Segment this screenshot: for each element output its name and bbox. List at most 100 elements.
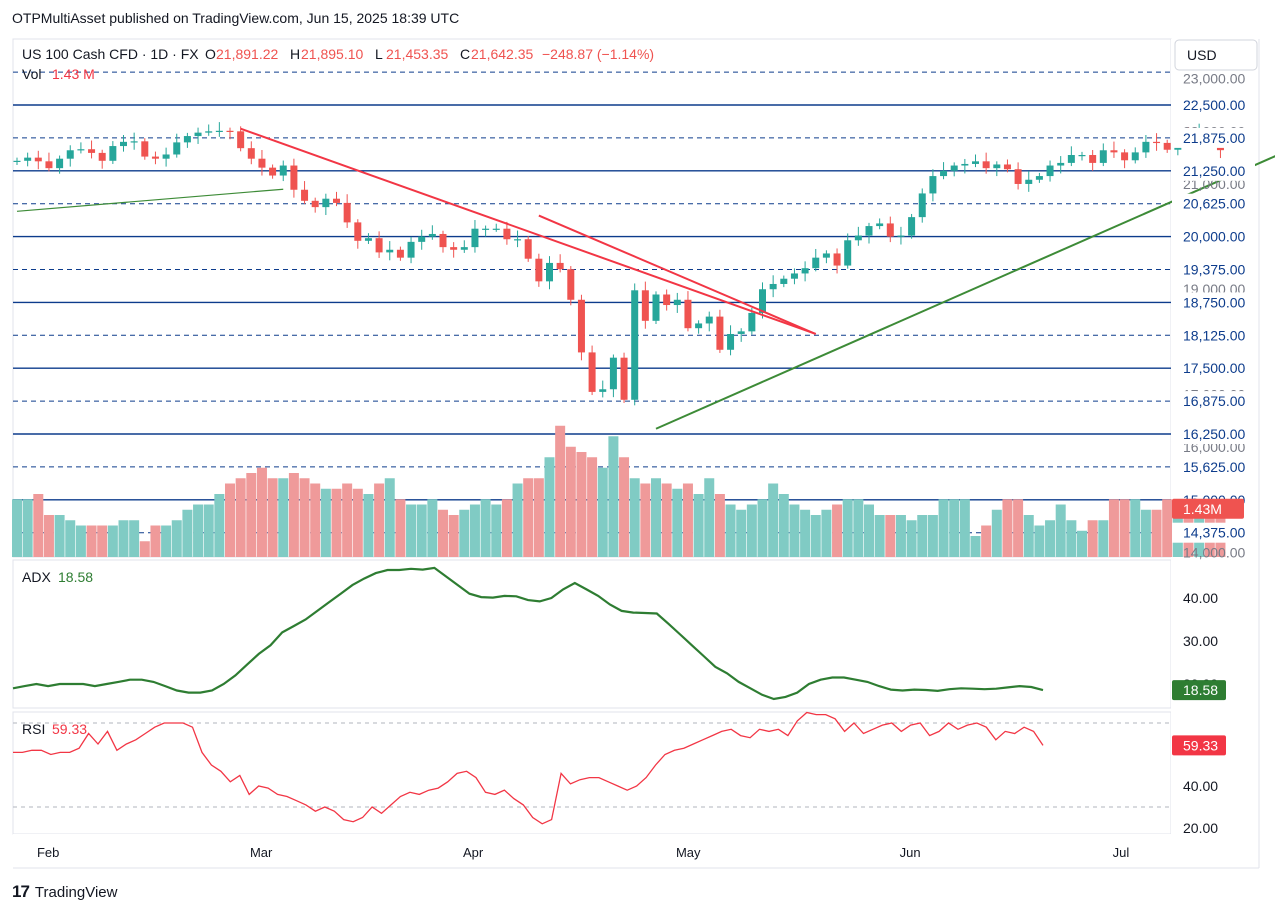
candle-body[interactable] bbox=[45, 161, 53, 169]
candle-body[interactable] bbox=[375, 238, 383, 253]
volume-bar[interactable] bbox=[278, 478, 289, 557]
candle-body[interactable] bbox=[673, 299, 681, 306]
candle-body[interactable] bbox=[194, 132, 202, 137]
volume-bar[interactable] bbox=[182, 509, 193, 557]
candle-body[interactable] bbox=[311, 200, 319, 208]
candle-body[interactable] bbox=[258, 158, 266, 168]
candle-body[interactable] bbox=[1046, 165, 1054, 177]
candle-body[interactable] bbox=[322, 198, 330, 208]
candle-body[interactable] bbox=[364, 238, 372, 241]
volume-bar[interactable] bbox=[1034, 525, 1045, 558]
candle-body[interactable] bbox=[98, 152, 106, 161]
candle-body[interactable] bbox=[226, 130, 234, 132]
candle-body[interactable] bbox=[609, 357, 617, 390]
volume-bar[interactable] bbox=[12, 499, 22, 557]
candle-body[interactable] bbox=[1131, 152, 1139, 161]
candle-body[interactable] bbox=[471, 228, 479, 248]
candle-body[interactable] bbox=[535, 258, 543, 282]
volume-bar[interactable] bbox=[43, 515, 54, 557]
volume-bar[interactable] bbox=[1055, 504, 1066, 558]
volume-bar[interactable] bbox=[757, 499, 768, 557]
volume-bar[interactable] bbox=[512, 483, 523, 558]
candle-body[interactable] bbox=[1067, 155, 1075, 163]
volume-bar[interactable] bbox=[608, 436, 619, 557]
volume-bar[interactable] bbox=[714, 494, 725, 557]
volume-bar[interactable] bbox=[1013, 499, 1024, 557]
candle-body[interactable] bbox=[663, 294, 671, 306]
volume-bar[interactable] bbox=[480, 499, 491, 557]
volume-bar[interactable] bbox=[1066, 520, 1077, 557]
candle-body[interactable] bbox=[1121, 152, 1129, 161]
volume-bar[interactable] bbox=[576, 452, 587, 557]
candle-body[interactable] bbox=[1003, 164, 1011, 170]
candle-body[interactable] bbox=[77, 149, 85, 151]
volume-bar[interactable] bbox=[203, 504, 214, 558]
candle-body[interactable] bbox=[705, 316, 713, 324]
volume-bar[interactable] bbox=[746, 504, 757, 558]
volume-bar[interactable] bbox=[75, 525, 86, 558]
candle-body[interactable] bbox=[162, 154, 170, 159]
volume-bar[interactable] bbox=[874, 515, 885, 557]
volume-bar[interactable] bbox=[267, 478, 278, 557]
candle-body[interactable] bbox=[737, 331, 745, 334]
volume-bar[interactable] bbox=[597, 467, 608, 557]
candle-body[interactable] bbox=[1078, 155, 1086, 157]
candle-body[interactable] bbox=[247, 148, 255, 159]
candle-body[interactable] bbox=[279, 165, 287, 176]
candle-body[interactable] bbox=[396, 249, 404, 258]
volume-bar[interactable] bbox=[682, 483, 693, 558]
trendline[interactable] bbox=[538, 214, 817, 335]
volume-bar[interactable] bbox=[661, 483, 672, 558]
candle-body[interactable] bbox=[418, 236, 426, 242]
volume-bar[interactable] bbox=[438, 509, 448, 557]
candle-body[interactable] bbox=[205, 131, 213, 133]
volume-bar[interactable] bbox=[246, 473, 257, 557]
candle-body[interactable] bbox=[460, 247, 468, 250]
candle-body[interactable] bbox=[652, 294, 660, 321]
volume-bar[interactable] bbox=[161, 525, 172, 558]
volume-bar[interactable] bbox=[118, 520, 129, 557]
volume-bar[interactable] bbox=[981, 525, 992, 558]
adx-pane[interactable] bbox=[12, 559, 1172, 709]
candle-body[interactable] bbox=[727, 333, 735, 350]
candle-body[interactable] bbox=[269, 167, 277, 176]
trendline[interactable] bbox=[240, 127, 817, 335]
candle-body[interactable] bbox=[290, 165, 298, 190]
volume-bar[interactable] bbox=[1151, 509, 1162, 557]
candle-body[interactable] bbox=[56, 158, 64, 169]
volume-bar[interactable] bbox=[406, 504, 417, 558]
currency-button[interactable] bbox=[1174, 39, 1258, 71]
candle-body[interactable] bbox=[1089, 155, 1097, 163]
volume-bar[interactable] bbox=[427, 499, 438, 557]
volume-bar[interactable] bbox=[1045, 520, 1056, 557]
volume-bar[interactable] bbox=[938, 499, 949, 557]
volume-bar[interactable] bbox=[416, 504, 427, 558]
volume-bar[interactable] bbox=[842, 499, 853, 557]
volume-bar[interactable] bbox=[1002, 499, 1013, 557]
candle-body[interactable] bbox=[1142, 141, 1150, 153]
candle-body[interactable] bbox=[769, 283, 777, 290]
adx-line[interactable] bbox=[12, 566, 1044, 701]
candle-body[interactable] bbox=[972, 161, 979, 164]
candle-body[interactable] bbox=[716, 316, 724, 350]
volume-bar[interactable] bbox=[864, 504, 874, 558]
volume-bar[interactable] bbox=[1162, 499, 1173, 557]
volume-bar[interactable] bbox=[33, 494, 44, 557]
volume-bar[interactable] bbox=[374, 483, 385, 558]
candle-body[interactable] bbox=[386, 249, 394, 253]
candle-body[interactable] bbox=[876, 223, 884, 227]
volume-bar[interactable] bbox=[320, 488, 331, 557]
candle-body[interactable] bbox=[577, 299, 585, 353]
candle-body[interactable] bbox=[120, 141, 127, 147]
volume-bar[interactable] bbox=[288, 473, 299, 557]
volume-bar[interactable] bbox=[459, 509, 470, 557]
volume-bar[interactable] bbox=[651, 478, 661, 557]
candle-body[interactable] bbox=[215, 130, 223, 132]
volume-bar[interactable] bbox=[395, 499, 406, 557]
candle-body[interactable] bbox=[822, 253, 830, 258]
candle-body[interactable] bbox=[1057, 162, 1065, 166]
candle-body[interactable] bbox=[183, 136, 191, 143]
volume-bar[interactable] bbox=[587, 457, 598, 557]
volume-bar[interactable] bbox=[885, 515, 896, 557]
volume-bar[interactable] bbox=[86, 525, 97, 558]
